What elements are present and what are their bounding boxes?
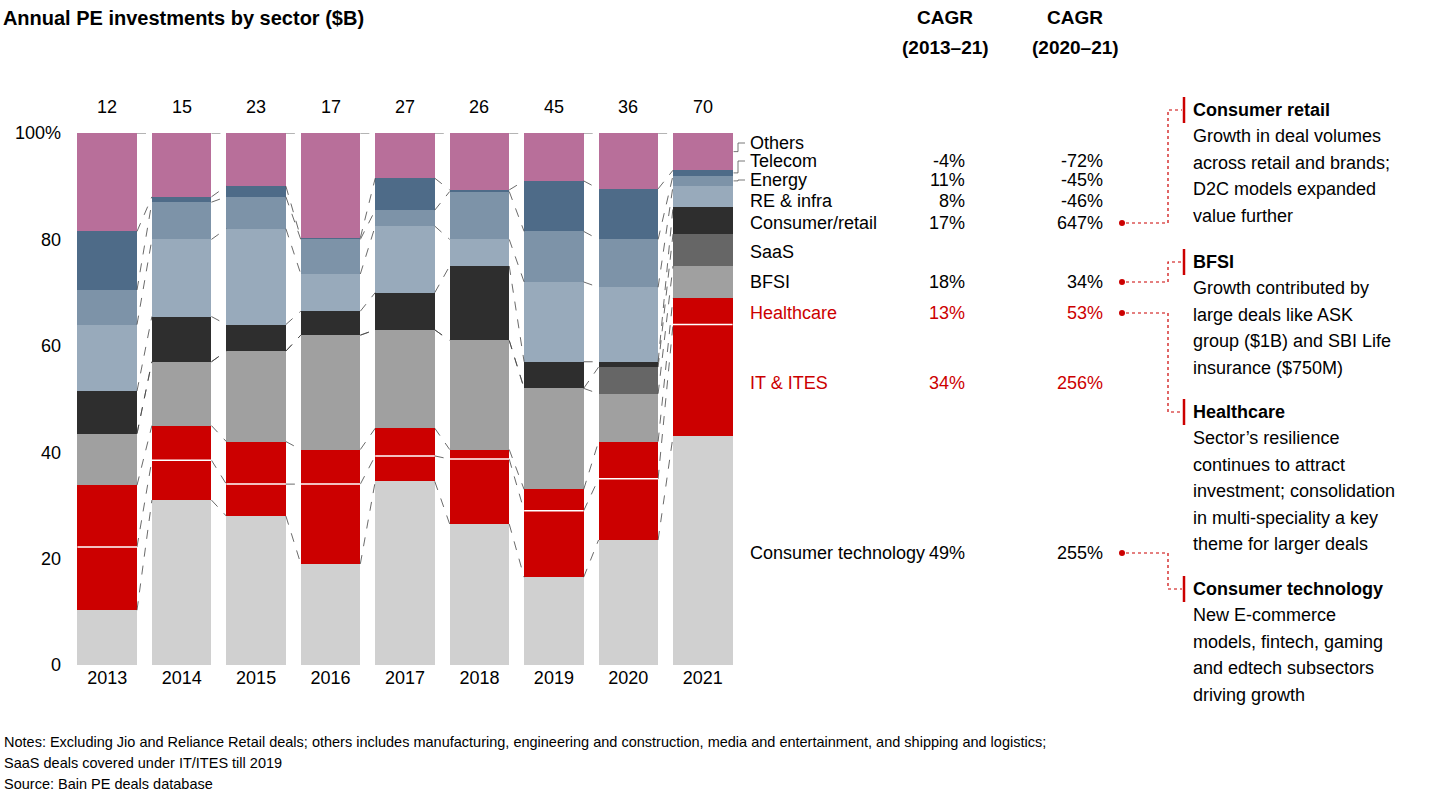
svg-text:45: 45 xyxy=(544,97,564,117)
svg-text:driving growth: driving growth xyxy=(1193,685,1305,705)
svg-text:continues to attract: continues to attract xyxy=(1193,455,1345,475)
svg-text:53%: 53% xyxy=(1067,303,1103,323)
svg-text:2018: 2018 xyxy=(459,668,499,688)
svg-text:IT & ITES: IT & ITES xyxy=(750,373,828,393)
svg-text:(2020–21): (2020–21) xyxy=(1032,37,1119,58)
svg-text:Growth contributed by: Growth contributed by xyxy=(1193,278,1369,298)
svg-text:Source: Bain PE deals database: Source: Bain PE deals database xyxy=(4,776,213,792)
svg-text:60: 60 xyxy=(41,336,61,356)
svg-text:Consumer/retail: Consumer/retail xyxy=(750,213,877,233)
svg-text:11%: 11% xyxy=(930,170,965,190)
svg-text:BFSI: BFSI xyxy=(750,272,790,292)
svg-text:Consumer technology: Consumer technology xyxy=(750,543,925,563)
svg-text:Others: Others xyxy=(750,133,804,153)
svg-text:2020: 2020 xyxy=(608,668,648,688)
svg-text:Sector’s resilience: Sector’s resilience xyxy=(1193,428,1339,448)
svg-text:value further: value further xyxy=(1193,206,1293,226)
svg-text:2016: 2016 xyxy=(311,668,351,688)
svg-text:2013: 2013 xyxy=(87,668,127,688)
svg-text:investment; consolidation: investment; consolidation xyxy=(1193,481,1395,501)
svg-text:CAGR: CAGR xyxy=(917,7,973,28)
svg-text:SaaS: SaaS xyxy=(750,242,794,262)
svg-text:across retail and brands;: across retail and brands; xyxy=(1193,153,1390,173)
svg-text:34%: 34% xyxy=(1067,272,1103,292)
svg-text:BFSI: BFSI xyxy=(1193,252,1234,272)
svg-text:insurance ($750M): insurance ($750M) xyxy=(1193,358,1343,378)
svg-text:13%: 13% xyxy=(929,303,965,323)
svg-text:Consumer retail: Consumer retail xyxy=(1193,100,1330,120)
svg-text:2015: 2015 xyxy=(236,668,276,688)
svg-text:70: 70 xyxy=(693,97,713,117)
svg-text:36: 36 xyxy=(618,97,638,117)
svg-text:theme for larger deals: theme for larger deals xyxy=(1193,534,1368,554)
svg-text:CAGR: CAGR xyxy=(1047,7,1103,28)
svg-text:D2C models expanded: D2C models expanded xyxy=(1193,179,1376,199)
svg-text:SaaS deals covered under IT/IT: SaaS deals covered under IT/ITES till 20… xyxy=(4,755,282,771)
svg-text:Consumer technology: Consumer technology xyxy=(1193,579,1383,599)
svg-text:(2013–21): (2013–21) xyxy=(902,37,989,58)
svg-text:20: 20 xyxy=(41,549,61,569)
svg-text:in multi-speciality a key: in multi-speciality a key xyxy=(1193,508,1378,528)
svg-text:40: 40 xyxy=(41,443,61,463)
svg-text:27: 27 xyxy=(395,97,415,117)
svg-text:2017: 2017 xyxy=(385,668,425,688)
svg-text:17%: 17% xyxy=(929,213,965,233)
svg-text:2014: 2014 xyxy=(162,668,202,688)
svg-text:Notes: Excluding Jio and Relia: Notes: Excluding Jio and Reliance Retail… xyxy=(4,734,1046,750)
svg-text:80: 80 xyxy=(41,230,61,250)
svg-text:Growth in deal volumes: Growth in deal volumes xyxy=(1193,126,1381,146)
svg-text:Annual PE investments by secto: Annual PE investments by sector ($B) xyxy=(3,7,364,29)
svg-text:and edtech subsectors: and edtech subsectors xyxy=(1193,658,1374,678)
svg-text:Energy: Energy xyxy=(750,170,807,190)
svg-text:647%: 647% xyxy=(1057,213,1103,233)
svg-text:Telecom: Telecom xyxy=(750,151,817,171)
svg-text:49%: 49% xyxy=(929,543,965,563)
svg-text:Healthcare: Healthcare xyxy=(750,303,837,323)
svg-text:group ($1B) and SBI Life: group ($1B) and SBI Life xyxy=(1193,331,1391,351)
svg-text:models, fintech, gaming: models, fintech, gaming xyxy=(1193,632,1383,652)
svg-text:18%: 18% xyxy=(929,272,965,292)
svg-text:15: 15 xyxy=(172,97,192,117)
svg-text:large deals like ASK: large deals like ASK xyxy=(1193,305,1353,325)
svg-text:8%: 8% xyxy=(939,191,965,211)
svg-text:Healthcare: Healthcare xyxy=(1193,402,1285,422)
svg-text:34%: 34% xyxy=(929,373,965,393)
svg-text:12: 12 xyxy=(97,97,117,117)
svg-text:-45%: -45% xyxy=(1061,170,1103,190)
svg-text:-72%: -72% xyxy=(1061,151,1103,171)
svg-text:0: 0 xyxy=(51,655,61,675)
svg-text:-4%: -4% xyxy=(933,151,965,171)
svg-text:2021: 2021 xyxy=(683,668,723,688)
svg-text:17: 17 xyxy=(321,97,341,117)
svg-text:-46%: -46% xyxy=(1061,191,1103,211)
svg-text:255%: 255% xyxy=(1057,543,1103,563)
svg-text:RE & infra: RE & infra xyxy=(750,191,833,211)
svg-text:26: 26 xyxy=(469,97,489,117)
svg-text:256%: 256% xyxy=(1057,373,1103,393)
svg-text:New E-commerce: New E-commerce xyxy=(1193,605,1336,625)
svg-text:100%: 100% xyxy=(15,123,61,143)
svg-text:2019: 2019 xyxy=(534,668,574,688)
svg-text:23: 23 xyxy=(246,97,266,117)
